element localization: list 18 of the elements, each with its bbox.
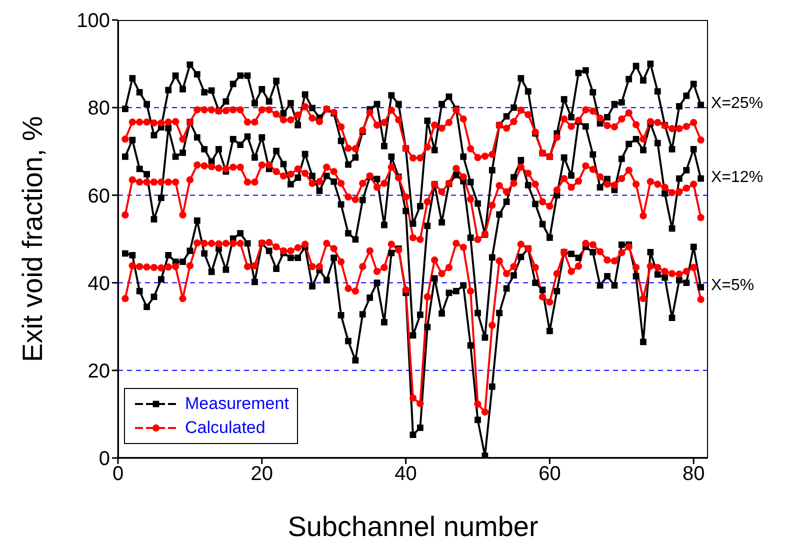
y-tick-label: 60	[88, 185, 110, 208]
x-tick-label: 60	[538, 463, 561, 486]
y-tick-label: 80	[88, 98, 110, 120]
y-tick-label: 100	[76, 10, 110, 32]
x-tick-label: 20	[250, 463, 274, 486]
text: X=5%	[711, 277, 754, 296]
y-tick-label: 0	[98, 448, 110, 470]
y-axis-title: Exit void fraction, %	[16, 116, 48, 362]
x-tick-label: 40	[394, 463, 417, 486]
x-tick-label: 0	[112, 463, 124, 486]
legend-label: Measurement	[185, 393, 289, 415]
y-tick-label: 20	[88, 360, 110, 382]
text: X=25%	[711, 94, 764, 113]
x-axis-title: Subchannel number	[288, 511, 538, 542]
x-tick-label: 80	[682, 463, 705, 486]
text: X=12%	[711, 168, 764, 187]
legend-label: Calculated	[185, 417, 266, 439]
y-tick-label: 40	[88, 272, 110, 295]
